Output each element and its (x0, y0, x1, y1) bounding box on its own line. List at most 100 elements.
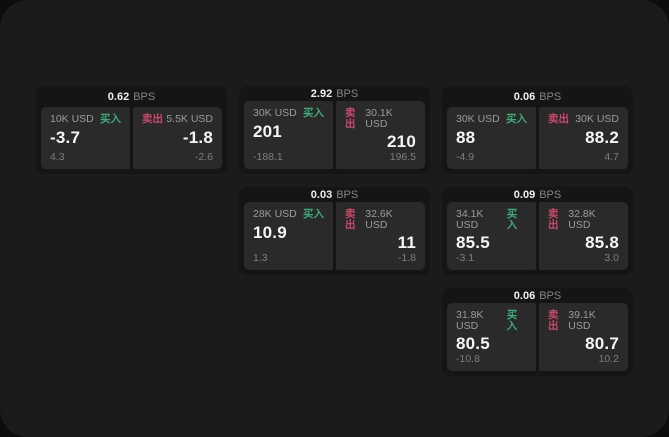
sell-price: 80.7 (585, 334, 619, 353)
quote-card: 0.09 BPS 34.1K USD 买入 85.5 -3.1 卖出 32.8K… (442, 187, 633, 275)
quote-card: 0.03 BPS 28K USD 买入 10.9 1.3 卖出 32.6K US… (239, 187, 430, 275)
card-header: 0.06 BPS (442, 288, 633, 302)
sell-price: 11 (397, 233, 416, 252)
buy-price: 10.9 (253, 222, 287, 242)
sell-panel[interactable]: 卖出 30.1K USD 210 196.5 (336, 101, 425, 170)
card-body: 30K USD 买入 88 -4.9 卖出 30K USD 88.2 4.7 (442, 106, 633, 174)
card-header: 0.09 BPS (442, 187, 633, 201)
sell-size-label: 39.1K USD (568, 309, 596, 332)
sell-price: -1.8 (182, 127, 213, 147)
quote-card: 2.92 BPS 30K USD 买入 201 -188.1 卖出 30.1K … (239, 86, 430, 174)
buy-price: -3.7 (50, 127, 81, 147)
quote-card: 0.62 BPS 10K USD 买入 -3.7 4.3 卖出 5.5K USD… (36, 86, 227, 174)
card-header: 2.92 BPS (239, 86, 430, 100)
bps-value: 2.92 (310, 88, 333, 100)
sell-panel[interactable]: 卖出 30K USD 88.2 4.7 (539, 107, 628, 169)
sell-label-row: 卖出 30.1K USD (345, 108, 416, 129)
sell-panel[interactable]: 卖出 32.8K USD 85.8 3.0 (539, 202, 628, 271)
buy-price: 85.5 (456, 233, 490, 252)
buy-side-label: 买入 (303, 208, 324, 220)
buy-delta: 4.3 (50, 150, 65, 163)
card-body: 10K USD 买入 -3.7 4.3 卖出 5.5K USD -1.8 -2.… (36, 106, 227, 174)
bps-unit-label: BPS (539, 91, 562, 103)
sell-label-row: 卖出 5.5K USD (142, 114, 213, 125)
sell-side-label: 卖出 (142, 113, 163, 125)
sell-panel[interactable]: 卖出 5.5K USD -1.8 -2.6 (133, 107, 222, 169)
buy-delta: -188.1 (253, 150, 283, 163)
buy-size-label: 10K USD (50, 113, 94, 125)
sell-size-label: 30K USD (575, 113, 619, 125)
buy-side-label: 买入 (506, 113, 527, 125)
sell-delta: 3.0 (604, 251, 619, 264)
card-body: 31.8K USD 买入 80.5 -10.8 卖出 39.1K USD 80.… (442, 302, 633, 376)
buy-delta: -3.1 (456, 251, 475, 264)
buy-side-label: 买入 (303, 107, 324, 119)
buy-size-label: 34.1K USD (456, 208, 484, 231)
buy-label-row: 30K USD 买入 (456, 114, 527, 125)
card-header: 0.62 BPS (36, 86, 227, 106)
buy-delta: -4.9 (456, 150, 475, 163)
sell-delta: 4.7 (604, 150, 619, 163)
sell-delta: 10.2 (598, 352, 619, 365)
buy-price: 80.5 (456, 334, 490, 353)
bps-value: 0.06 (513, 91, 536, 103)
buy-panel[interactable]: 28K USD 买入 10.9 1.3 (244, 202, 333, 271)
buy-label-row: 28K USD 买入 (253, 209, 324, 220)
buy-size-label: 28K USD (253, 208, 297, 220)
sell-delta: -2.6 (194, 150, 213, 163)
buy-panel[interactable]: 30K USD 买入 88 -4.9 (447, 107, 536, 169)
sell-side-label: 卖出 (548, 113, 569, 125)
buy-panel[interactable]: 34.1K USD 买入 85.5 -3.1 (447, 202, 536, 271)
buy-side-label: 买入 (506, 309, 518, 332)
buy-size-label: 30K USD (253, 107, 297, 119)
sell-delta: 196.5 (389, 150, 416, 163)
buy-label-row: 30K USD 买入 (253, 108, 324, 119)
sell-label-row: 卖出 32.6K USD (345, 209, 416, 230)
sell-panel[interactable]: 卖出 39.1K USD 80.7 10.2 (539, 303, 628, 372)
bps-value: 0.62 (107, 91, 130, 103)
bps-unit-label: BPS (336, 189, 359, 201)
sell-side-label: 卖出 (548, 208, 559, 231)
bps-value: 0.06 (513, 290, 536, 302)
buy-label-row: 34.1K USD 买入 (456, 209, 527, 230)
sell-size-label: 5.5K USD (166, 113, 213, 125)
bps-value: 0.09 (513, 189, 536, 201)
sell-side-label: 卖出 (345, 208, 356, 231)
buy-side-label: 买入 (100, 113, 121, 125)
sell-label-row: 卖出 32.8K USD (548, 209, 619, 230)
buy-price: 88 (456, 127, 476, 147)
buy-delta: 1.3 (253, 251, 268, 264)
card-header: 0.03 BPS (239, 187, 430, 201)
sell-price: 210 (387, 132, 416, 151)
sell-side-label: 卖出 (345, 107, 356, 130)
buy-delta: -10.8 (456, 352, 480, 365)
sell-size-label: 30.1K USD (365, 107, 393, 130)
sell-size-label: 32.8K USD (568, 208, 596, 231)
buy-panel[interactable]: 10K USD 买入 -3.7 4.3 (41, 107, 130, 169)
buy-size-label: 30K USD (456, 113, 500, 125)
card-header: 0.06 BPS (442, 86, 633, 106)
buy-label-row: 10K USD 买入 (50, 114, 121, 125)
sell-delta: -1.8 (397, 251, 416, 264)
card-body: 30K USD 买入 201 -188.1 卖出 30.1K USD 210 1… (239, 100, 430, 174)
bps-unit-label: BPS (336, 88, 359, 100)
bps-unit-label: BPS (133, 91, 156, 103)
card-body: 34.1K USD 买入 85.5 -3.1 卖出 32.8K USD 85.8… (442, 201, 633, 275)
sell-price: 85.8 (585, 233, 619, 252)
quote-card: 0.06 BPS 31.8K USD 买入 80.5 -10.8 卖出 39.1… (442, 288, 633, 376)
buy-panel[interactable]: 30K USD 买入 201 -188.1 (244, 101, 333, 170)
sell-label-row: 卖出 30K USD (548, 114, 619, 125)
sell-label-row: 卖出 39.1K USD (548, 310, 619, 331)
bps-value: 0.03 (310, 189, 333, 201)
quote-card: 0.06 BPS 30K USD 买入 88 -4.9 卖出 30K USD 8… (442, 86, 633, 174)
sell-panel[interactable]: 卖出 32.6K USD 11 -1.8 (336, 202, 425, 271)
bps-unit-label: BPS (539, 290, 562, 302)
buy-size-label: 31.8K USD (456, 309, 484, 332)
sell-side-label: 卖出 (548, 309, 559, 332)
bps-unit-label: BPS (539, 189, 562, 201)
sell-price: 88.2 (585, 127, 619, 147)
buy-side-label: 买入 (506, 208, 518, 231)
buy-price: 201 (253, 121, 282, 141)
buy-panel[interactable]: 31.8K USD 买入 80.5 -10.8 (447, 303, 536, 372)
